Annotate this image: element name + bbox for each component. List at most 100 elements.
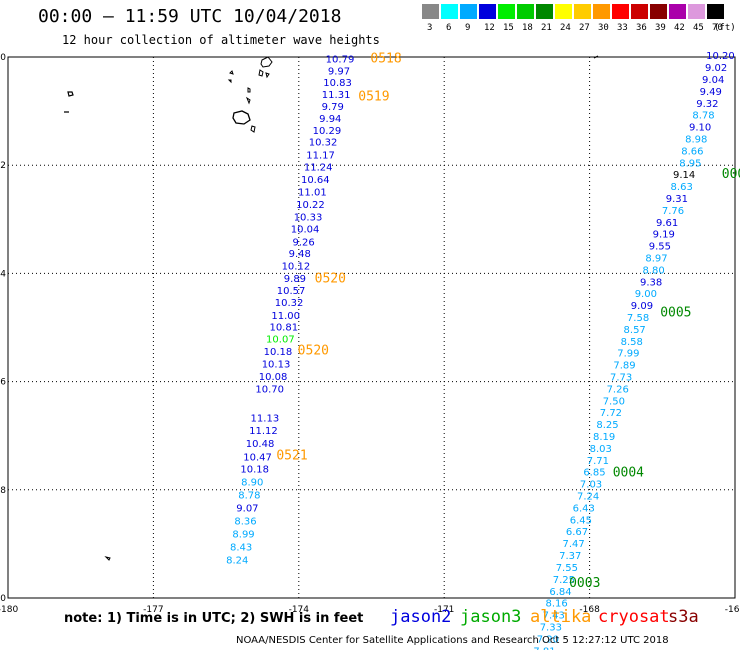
wave-height-value: 7.37 [559, 551, 581, 562]
wave-height-value: 11.17 [306, 151, 335, 162]
wave-height-value: 9.10 [689, 123, 711, 134]
wave-height-value: 7.73 [610, 373, 632, 384]
wave-height-value: 6.45 [570, 515, 592, 526]
legend-swatch [441, 4, 458, 19]
legend-swatch [479, 4, 496, 19]
island-shape [593, 55, 599, 59]
wave-height-value: 10.32 [275, 298, 304, 309]
island-shape [245, 87, 251, 105]
wave-height-value: 10.81 [269, 323, 298, 334]
wave-height-value: 10.08 [259, 372, 288, 383]
wave-height-value: 9.26 [293, 237, 315, 248]
legend-label: 39 [655, 23, 666, 33]
legend-swatch [555, 4, 572, 19]
wave-height-value: 6.43 [573, 503, 595, 514]
wave-height-value: 11.13 [251, 414, 280, 425]
lat-tick-label: -30 [0, 594, 6, 604]
satellite-track-altika: 10.799.9710.8311.319.799.9410.2910.3211.… [226, 51, 402, 566]
wave-height-value: 9.55 [649, 242, 671, 253]
satellite-name-jason2: jason2 [390, 607, 452, 627]
wave-height-value: 9.49 [700, 87, 722, 98]
lon-tick-label: -168 [579, 605, 600, 615]
pass-time-label: 0005 [660, 306, 691, 321]
lat-tick-label: -28 [0, 486, 6, 496]
lat-tick-label: -20 [0, 53, 6, 63]
wave-height-value: 7.72 [600, 408, 622, 419]
legend-swatch [593, 4, 610, 19]
wave-height-value: 8.95 [679, 158, 701, 169]
axis-ticks: -180 -177 -174 -171 -168 -165 -20 -22 -24 -26 -28 -… [0, 53, 740, 615]
wave-height-value: 9.38 [640, 277, 662, 288]
wave-height-value: 7.33 [540, 622, 562, 633]
legend-swatch [688, 4, 705, 19]
lat-tick-label: -22 [0, 161, 6, 171]
wave-height-value: 7.71 [587, 456, 609, 467]
wave-height-value: 11.12 [249, 426, 278, 437]
wave-height-value: 8.99 [232, 529, 254, 540]
satellite-name-altika: altika [530, 607, 592, 627]
wave-height-value: 10.32 [309, 138, 338, 149]
legend-label: 70 [712, 23, 723, 33]
legend-label: 24 [560, 23, 571, 33]
wave-height-value: 7.25 [553, 575, 575, 586]
wave-height-value: 10.13 [262, 360, 291, 371]
legend-label: 9 [465, 23, 471, 33]
wave-height-value: 10.48 [246, 439, 275, 450]
island-shape [104, 556, 111, 561]
wave-height-value: 7.50 [603, 396, 625, 407]
wave-height-value: 10.57 [277, 286, 306, 297]
wave-height-value: 9.32 [696, 99, 718, 110]
wave-height-value: 7.89 [613, 361, 635, 372]
island-shape [258, 56, 273, 79]
wave-height-value: 7.20 [537, 634, 559, 645]
wave-height-value: 10.79 [326, 54, 355, 65]
wave-height-value: 10.04 [291, 224, 320, 235]
wave-height-value: 8.98 [685, 134, 707, 145]
pass-time-label: 0520 [298, 344, 329, 359]
wave-height-value: 11.01 [298, 187, 327, 198]
grid-lines [7, 56, 736, 599]
legend-label: 42 [674, 23, 685, 33]
legend-swatch [707, 4, 724, 19]
wave-height-value: 8.97 [645, 253, 667, 264]
satellite-name-s3a: s3a [668, 607, 699, 627]
island-shape [250, 125, 256, 133]
wave-height-value: 6.67 [566, 527, 588, 538]
wave-height-value: 10.47 [243, 453, 272, 464]
wave-height-value: 9.97 [328, 66, 350, 77]
legend-label: 27 [579, 23, 590, 33]
wave-height-value: 7.76 [662, 206, 684, 217]
lon-tick-label: -171 [434, 605, 454, 615]
legend-swatch [498, 4, 515, 19]
wave-height-value: 6.85 [583, 468, 605, 479]
pass-time-label: 0003 [569, 576, 600, 591]
wave-height-value: 11.00 [271, 311, 300, 322]
pass-time-label: 0004 [613, 465, 644, 480]
wave-height-value: 7.81 [533, 646, 555, 650]
wave-height-value: 9.07 [236, 503, 258, 514]
legend-swatch [460, 4, 477, 19]
wave-height-value: 8.78 [692, 111, 714, 122]
wave-height-value: 7.24 [577, 492, 599, 503]
wave-height-value: 9.89 [284, 274, 306, 285]
wave-height-value: 7.43 [543, 611, 565, 622]
wave-height-value: 8.78 [238, 490, 260, 501]
wave-height-value: 9.31 [666, 194, 688, 205]
legend-swatch [650, 4, 667, 19]
legend-label: 6 [446, 23, 452, 33]
wave-height-value: 9.00 [635, 289, 657, 300]
legend-label: 12 [484, 23, 495, 33]
wave-height-value: 10.29 [313, 126, 342, 137]
legend-label: 36 [636, 23, 647, 33]
satellite-name-cryosat: cryosat [598, 607, 670, 627]
wave-height-value: 10.20 [706, 51, 735, 62]
wave-height-value: 10.22 [296, 200, 325, 211]
wave-height-value: 8.36 [234, 516, 256, 527]
wave-height-value: 7.58 [627, 313, 649, 324]
island-shape [227, 70, 234, 84]
legend-label: 30 [598, 23, 609, 33]
lat-tick-label: -24 [0, 269, 6, 279]
legend-swatch [536, 4, 553, 19]
wave-height-value: 9.02 [705, 63, 727, 74]
